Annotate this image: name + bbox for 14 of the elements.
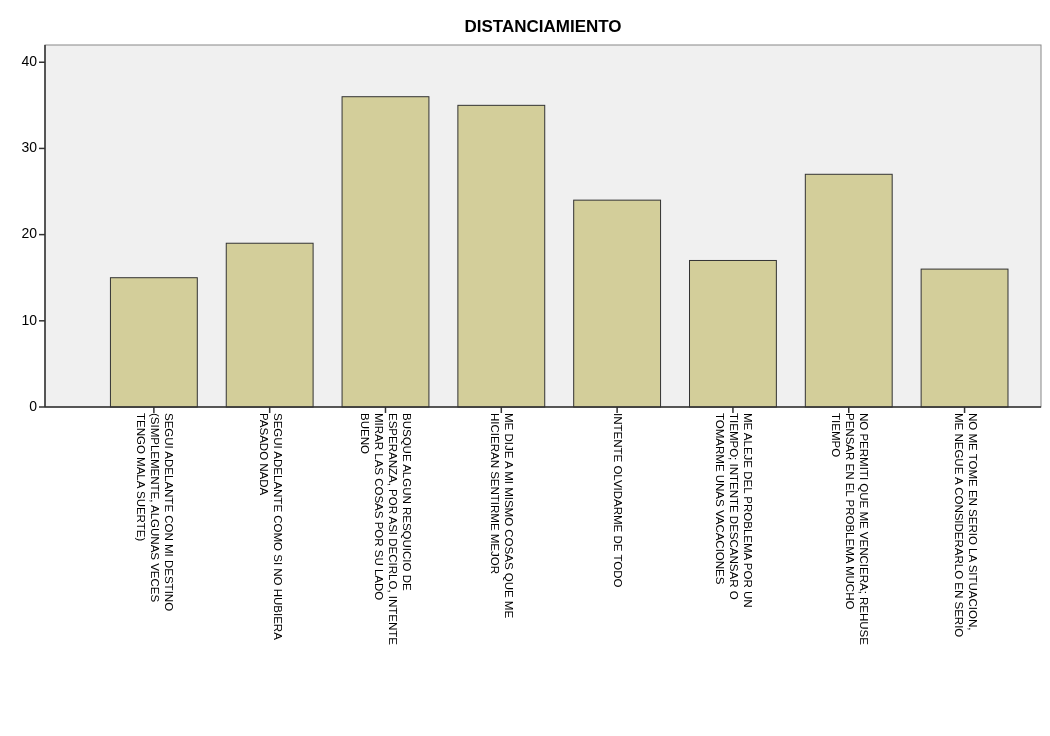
y-tick-label: 0 bbox=[29, 397, 38, 414]
y-tick-label: 30 bbox=[21, 139, 38, 156]
x-tick-label: BUSQUE ALGUN RESQUICIO DE ESPERANZA, POR ASI DECIRLO, INTENTE MIRAR LAS COSAS POR SU LADO BUENO bbox=[359, 413, 414, 646]
x-tick-label: ME ALEJE DEL PROBLEMA POR UN TIEMPO; INTENTE DESCANSAR O TOMARME UNAS VACACIONES bbox=[713, 413, 754, 608]
x-tick-label: SEGUI ADELANTE COMO SI NO HUBIERA PASADO NADA bbox=[257, 413, 284, 641]
y-tick-label: 10 bbox=[21, 311, 38, 328]
x-tick-label: ME DIJE A MI MISMO COSAS QUE ME HICIERAN SENTIRME MEJOR bbox=[489, 413, 516, 619]
y-tick-label: 40 bbox=[21, 52, 38, 69]
x-tick-label: NO ME TOME EN SERIO LA SITUACION, ME NEGUE A CONSIDERARLO EN SERIO bbox=[952, 413, 979, 638]
x-tick-label: INTENTE OLVIDARME DE TODO bbox=[612, 413, 625, 588]
y-tick-label: 20 bbox=[21, 225, 38, 242]
x-tick-label: NO PERMITI QUE ME VENCIERA; REHUSE PENSAR EN EL PROBLEMA MUCHO TIEMPO bbox=[829, 413, 870, 646]
chart-title: DISTANCIAMIENTO bbox=[464, 17, 622, 36]
x-tick-label: SEGUI ADELANTE CON MI DESTINO (SIMPLEMENTE, ALGUNAS VECES TENGO MALA SUERTE) bbox=[134, 413, 175, 612]
